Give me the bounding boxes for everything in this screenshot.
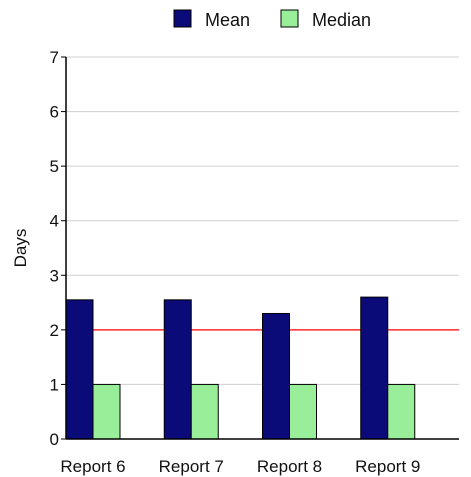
bars — [65, 296, 416, 440]
bar-median-report-8 — [289, 383, 317, 440]
y-tick-label-3: 3 — [50, 266, 59, 285]
x-tick-label-report-9: Report 9 — [355, 457, 420, 476]
y-tick-label-7: 7 — [50, 48, 59, 67]
x-axis-ticks: Report 6 Report 7 Report 8 Report 9 — [60, 457, 420, 476]
legend: Mean Median — [173, 9, 371, 30]
y-tick-label-6: 6 — [50, 103, 59, 122]
y-axis-ticks: 0 1 2 3 4 5 6 7 — [50, 48, 66, 449]
y-tick-label-4: 4 — [50, 212, 59, 231]
legend-swatch-mean — [173, 9, 192, 28]
x-tick-label-report-7: Report 7 — [159, 457, 224, 476]
x-tick-label-report-6: Report 6 — [60, 457, 125, 476]
legend-label-mean: Mean — [205, 10, 250, 30]
bar-median-report-6 — [92, 383, 121, 440]
y-tick-label-2: 2 — [50, 321, 59, 340]
bar-mean-report-6 — [65, 299, 94, 440]
bar-mean-report-8 — [262, 312, 290, 440]
bar-mean-report-7 — [163, 299, 192, 440]
bar-median-report-9 — [387, 383, 416, 440]
x-tick-label-report-8: Report 8 — [257, 457, 322, 476]
bar-mean-report-9 — [360, 296, 389, 440]
legend-swatch-median — [280, 9, 299, 28]
y-tick-label-5: 5 — [50, 157, 59, 176]
y-tick-label-0: 0 — [50, 430, 59, 449]
y-tick-label-1: 1 — [50, 375, 59, 394]
legend-label-median: Median — [312, 10, 371, 30]
axes — [65, 57, 459, 440]
y-axis-title: Days — [11, 229, 30, 268]
bar-median-report-7 — [190, 383, 219, 440]
